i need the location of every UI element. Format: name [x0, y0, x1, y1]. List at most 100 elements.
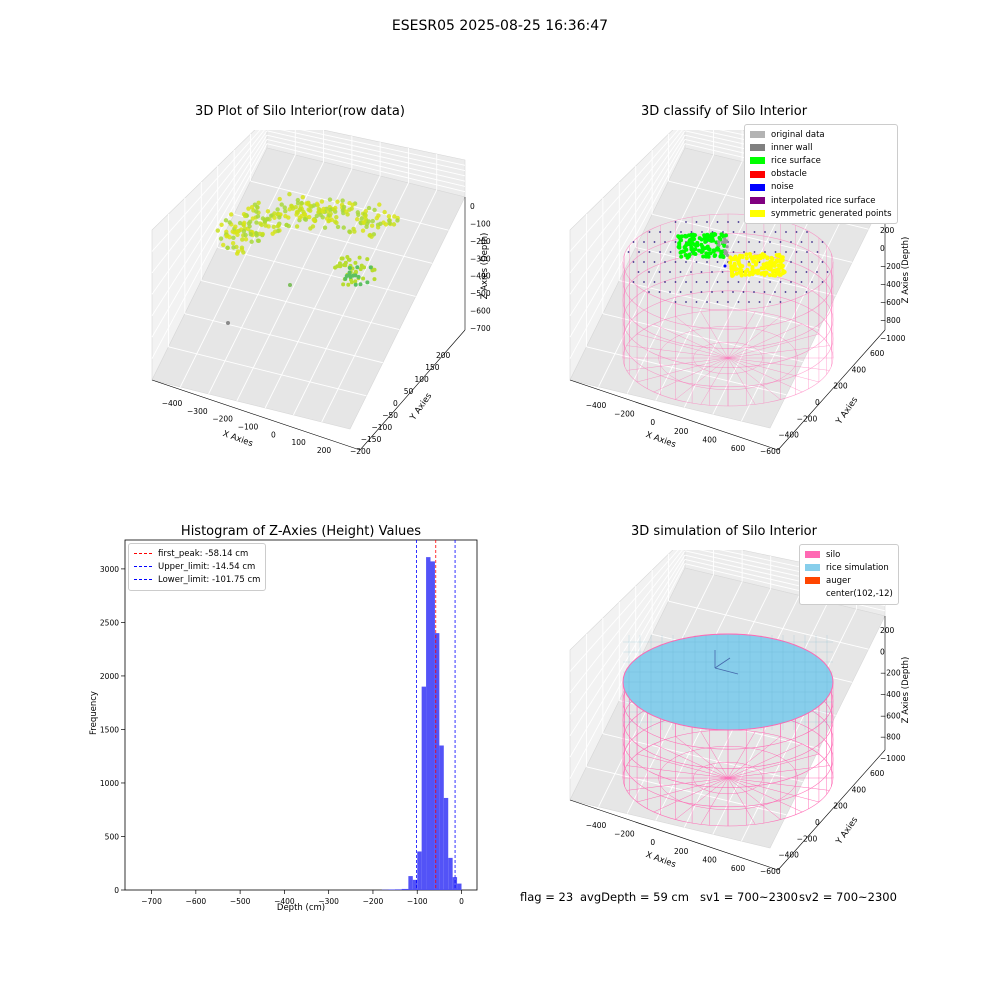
y-axis-label: Y Axies [834, 815, 861, 847]
interpolated-point [758, 241, 761, 243]
symmetric-point [728, 255, 733, 260]
data-point [230, 241, 236, 246]
gridline [569, 559, 686, 758]
legend-line [134, 579, 152, 581]
x-tick-label: 200 [317, 446, 332, 455]
z-tick-label: −100 [470, 219, 491, 228]
gridline [602, 733, 803, 783]
legend-label: inner wall [771, 142, 813, 153]
classify-legend: original data inner wall rice surface ob… [744, 124, 898, 225]
data-point [331, 207, 337, 212]
interpolated-point [711, 271, 713, 273]
legend-item: Lower_limit: -101.75 cm [134, 573, 260, 586]
data-point [258, 221, 263, 226]
x-tick-label: 0 [459, 897, 464, 906]
symmetric-point [747, 252, 752, 257]
interpolated-point [774, 251, 777, 253]
depth-histogram: −700 −600 −500 −400 −300 −200 −100 0 0 500 1000 150… [100, 539, 478, 906]
symmetric-point [744, 252, 749, 257]
data-point [358, 282, 363, 287]
silo-ring [658, 326, 798, 390]
interpolated-point [643, 261, 645, 263]
silo-spoke [626, 345, 729, 359]
silo-spoke [727, 357, 781, 400]
data-point [320, 215, 325, 220]
silo-spoke [727, 323, 803, 359]
legend-label: noise [771, 182, 794, 193]
symmetric-point [768, 266, 773, 271]
data-point [383, 222, 389, 227]
data-point [322, 225, 328, 230]
rice-surface-point [722, 243, 727, 248]
silo-spoke [727, 333, 819, 359]
interpolated-point [722, 231, 724, 233]
rice-surface-point [704, 251, 709, 256]
data-point [355, 217, 360, 222]
gridline [569, 143, 686, 359]
interpolated-point [716, 301, 719, 303]
histogram-bar [443, 797, 449, 890]
interpolated-point [679, 291, 682, 293]
x-axis-label: X Axies [644, 850, 677, 870]
silo-spoke [653, 323, 729, 359]
silo-spoke [700, 777, 729, 825]
data-point [324, 216, 330, 221]
gridline [569, 550, 679, 672]
interpolated-point [784, 291, 787, 293]
z-tick-label: 200 [880, 626, 895, 635]
interpolated-point [790, 261, 792, 263]
legend-item: original data [750, 128, 892, 141]
legend-item: rice simulation [805, 561, 893, 574]
data-point [363, 208, 368, 214]
gridline [208, 161, 324, 395]
data-point [319, 199, 325, 204]
legend-label: first_peak: -58.14 cm [158, 548, 249, 559]
x-tick-label: 0 [650, 838, 655, 847]
data-point [271, 224, 276, 230]
silo-spoke [727, 357, 819, 383]
sv1-text: sv1 = 700~2300 [700, 890, 798, 904]
symmetric-point [743, 272, 748, 277]
data-point [293, 205, 298, 210]
rice-surface-point [693, 252, 698, 257]
rice-surface-point [679, 249, 684, 254]
data-point [372, 207, 377, 213]
interpolated-point [811, 281, 813, 283]
interpolated-point [674, 261, 677, 263]
y-tick-label: 0 [815, 818, 820, 827]
gridline [266, 143, 466, 193]
interpolated-point [716, 261, 719, 263]
data-point [265, 209, 271, 214]
rice-surface-point [679, 254, 684, 259]
legend-item: obstacle [750, 168, 892, 181]
gridline [569, 139, 686, 338]
interpolated-point [769, 281, 771, 283]
gridline [217, 246, 416, 297]
rice-surface-point [678, 234, 683, 239]
x-tick-label: 600 [731, 444, 746, 453]
silo-spoke [727, 777, 803, 813]
data-point [215, 228, 221, 233]
interpolated-point [700, 271, 703, 273]
data-point [299, 213, 304, 219]
symmetric-point [761, 266, 766, 271]
gridline [619, 280, 820, 330]
classified-points [627, 221, 829, 303]
axis-ticks: −700 −600 −500 −400 −300 −200 −100 0 0 500 1000 150… [100, 565, 464, 906]
auger-axis [714, 667, 739, 675]
silo-spoke [727, 765, 830, 779]
symmetric-point [743, 269, 748, 274]
data-point [247, 224, 252, 229]
legend-swatch [750, 144, 765, 152]
legend-label: interpolated rice surface [771, 195, 876, 206]
silo-ring [693, 341, 763, 375]
interpolated-point [727, 281, 729, 283]
symmetric-point [739, 268, 744, 273]
data-point [256, 200, 261, 206]
y-tick-label: 2500 [100, 618, 119, 627]
gridline [151, 130, 268, 295]
interpolated-point [706, 221, 708, 223]
interpolated-point [743, 251, 745, 253]
rice-surface-point [677, 245, 682, 250]
interpolated-point [648, 251, 651, 253]
